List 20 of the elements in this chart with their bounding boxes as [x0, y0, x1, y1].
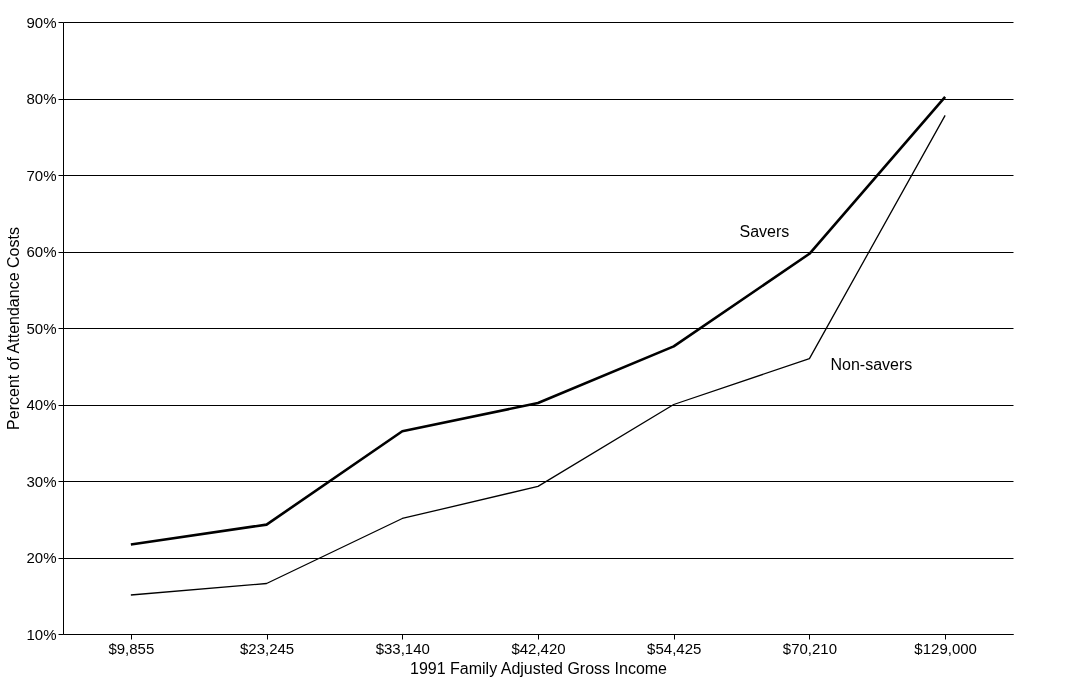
y-tick-label: 60% — [26, 243, 57, 260]
y-axis-title: Percent of Attendance Costs — [5, 227, 23, 430]
y-tick-label: 80% — [26, 90, 57, 107]
x-tick-label: $42,420 — [511, 639, 566, 657]
y-tick-label: 30% — [26, 472, 57, 490]
x-tick-label: $54,425 — [647, 639, 702, 657]
x-tick-label: $70,210 — [782, 639, 838, 657]
series-label: Non-savers — [830, 355, 913, 373]
y-tick-label: 70% — [26, 166, 57, 184]
x-tick-label: $9,855 — [108, 639, 155, 657]
y-tick-label: 10% — [26, 625, 57, 643]
y-tick-label: 90% — [26, 13, 57, 31]
x-tick-label: $129,000 — [914, 639, 977, 657]
y-tick-label: 20% — [26, 549, 57, 566]
y-tick-label: 50% — [26, 319, 57, 337]
x-tick-label: $23,245 — [239, 639, 295, 657]
x-axis-title: 1991 Family Adjusted Gross Income — [409, 659, 668, 677]
series-label: Savers — [739, 222, 790, 240]
y-tick-label: 40% — [26, 396, 57, 413]
x-tick-label: $33,140 — [375, 639, 430, 657]
